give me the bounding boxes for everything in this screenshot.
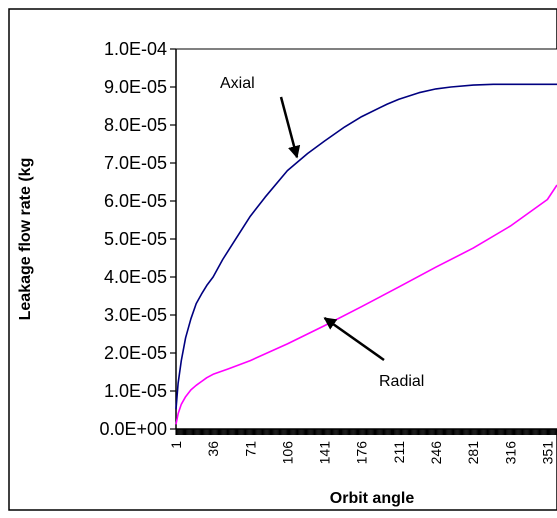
x-tick-label: 281 bbox=[465, 441, 481, 465]
annotation-radial: Radial bbox=[379, 373, 424, 390]
y-tick-label: 2.0E-05 bbox=[104, 343, 167, 363]
y-tick-label: 4.0E-05 bbox=[104, 267, 167, 287]
y-tick-label: 9.0E-05 bbox=[104, 77, 167, 97]
x-tick-label: 211 bbox=[391, 441, 407, 464]
x-axis-title: Orbit angle bbox=[330, 490, 415, 507]
x-axis: 1 36 71 106 141 176 211 246 281 316 351 bbox=[168, 428, 557, 465]
x-tick-label: 176 bbox=[354, 441, 370, 465]
y-tick-label: 1.0E-05 bbox=[104, 381, 167, 401]
y-tick-label: 1.0E-04 bbox=[104, 39, 167, 59]
x-tick-label: 1 bbox=[168, 441, 184, 449]
series-lines bbox=[175, 83, 557, 425]
y-axis: 0.0E+00 1.0E-05 2.0E-05 3.0E-05 4.0E-05 5.0E-… bbox=[99, 39, 177, 439]
x-tick-label: 351 bbox=[539, 441, 555, 465]
x-tick-label: 36 bbox=[205, 441, 221, 457]
annotations: Axial Radial bbox=[220, 75, 424, 390]
annotation-arrow-radial bbox=[323, 317, 385, 362]
y-tick-label: 7.0E-05 bbox=[104, 153, 167, 173]
y-tick-label: 6.0E-05 bbox=[104, 191, 167, 211]
y-tick-label: 3.0E-05 bbox=[104, 305, 167, 325]
y-tick-label: 5.0E-05 bbox=[104, 229, 167, 249]
x-tick-label: 71 bbox=[242, 441, 258, 457]
series-line-radial bbox=[175, 184, 557, 425]
x-tick-label: 141 bbox=[317, 441, 333, 465]
annotation-arrow-axial bbox=[279, 96, 301, 159]
x-tick-label: 316 bbox=[502, 441, 518, 465]
x-tick-label: 106 bbox=[279, 441, 295, 465]
series-line-axial bbox=[175, 83, 557, 410]
plot-area bbox=[175, 48, 557, 430]
y-tick-label: 8.0E-05 bbox=[104, 115, 167, 135]
y-axis-title: Leakage flow rate (kg bbox=[17, 158, 34, 321]
y-tick-label: 0.0E+00 bbox=[99, 419, 167, 439]
x-tick-label: 246 bbox=[428, 441, 444, 465]
annotation-axial: Axial bbox=[220, 75, 255, 92]
